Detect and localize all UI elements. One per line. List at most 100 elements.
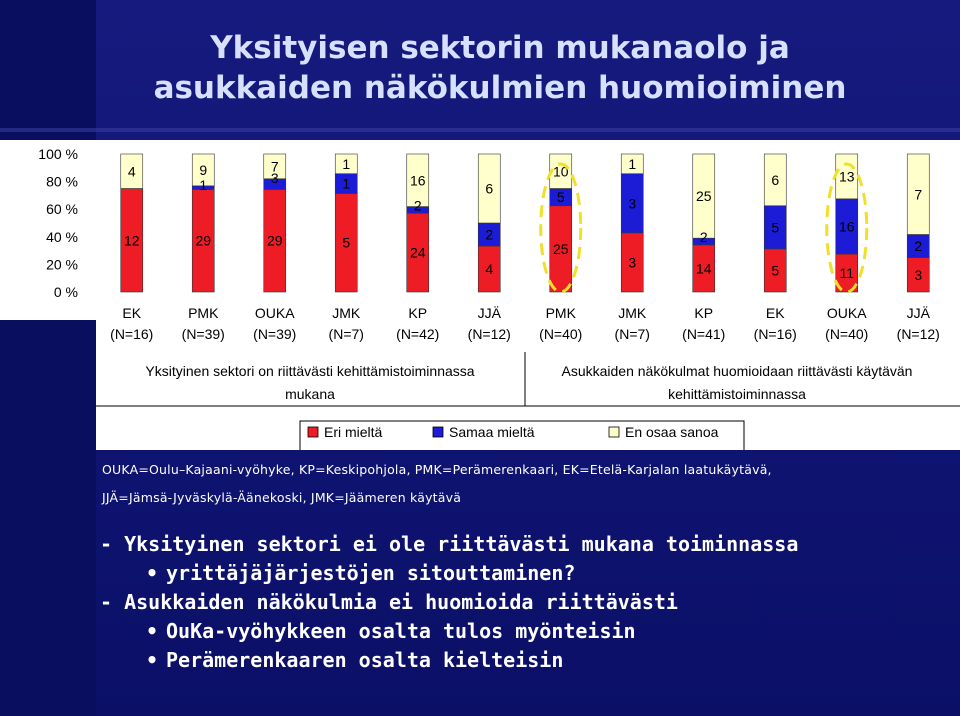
category-n-label: (N=40) [825,326,868,342]
bullet-2a: • OuKa-vyöhykkeen osalta tulos myönteisin [100,617,798,646]
data-label: 7 [271,158,279,174]
y-tick-label: 20 % [46,256,78,272]
category-label: KP [694,305,713,321]
y-tick-label: 0 % [54,284,78,300]
category-label: EK [766,305,785,321]
category-label: JJÄ [478,305,502,321]
group-label-2: Asukkaiden näkökulmat huomioidaan riittä… [562,363,913,379]
bar-segment [120,153,144,189]
category-n-label: (N=7) [615,326,650,342]
bar-segment [263,153,287,180]
y-tick-label: 100 % [38,146,78,162]
legend-swatch [307,426,319,438]
data-label: 1 [342,156,350,172]
data-label: 5 [771,262,779,278]
legend-swatch [432,426,444,438]
data-label: 2 [700,229,708,245]
category-n-label: (N=7) [329,326,364,342]
category-label: KP [408,305,427,321]
group-label-1: Yksityinen sektori on riittävästi kehitt… [145,363,474,379]
category-label: OUKA [827,305,867,321]
legend-swatch [608,426,620,438]
data-label: 2 [414,198,422,214]
category-n-label: (N=40) [539,326,582,342]
bar-segment [549,153,573,189]
legend-box [299,420,745,450]
bar-segment [406,153,430,207]
data-label: 1 [342,176,350,192]
legend-label: Eri mieltä [324,424,383,440]
bar-segment [763,153,787,207]
data-label: 3 [271,170,279,186]
category-n-label: (N=42) [396,326,439,342]
data-label: 10 [553,163,569,179]
data-label: 16 [839,218,855,234]
data-label: 24 [410,245,426,261]
data-label: 3 [628,195,636,211]
category-n-label: (N=12) [468,326,511,342]
data-label: 16 [410,172,426,188]
bullet-1a-text: yrittäjäjärjestöjen sitouttaminen? [166,561,576,585]
data-label: 4 [485,261,493,277]
bar-segment [191,153,215,187]
bar-segment [906,153,930,235]
category-label: JMK [332,305,361,321]
data-label: 1 [628,156,636,172]
bullet-2: - Asukkaiden näkökulmia ei huomioida rii… [100,590,678,614]
legend-label: Samaa mieltä [449,424,535,440]
data-label: 9 [199,162,207,178]
chart-panel [96,140,960,450]
bullet-list: - Yksityinen sektori ei ole riittävästi … [100,530,798,675]
data-label: 25 [553,241,569,257]
category-label: PMK [188,305,219,321]
bar-segment [477,153,501,224]
data-label: 2 [485,227,493,243]
group-label-1: mukana [285,386,335,402]
data-label: 2 [914,238,922,254]
data-label: 6 [485,181,493,197]
data-label: 12 [124,232,140,248]
category-label: OUKA [255,305,295,321]
category-n-label: (N=39) [182,326,225,342]
category-n-label: (N=16) [754,326,797,342]
title-line-1: Yksityisen sektorin mukanaolo ja [210,30,790,66]
bullet-1a: • yrittäjäjärjestöjen sitouttaminen? [100,559,798,588]
category-n-label: (N=16) [110,326,153,342]
data-label: 14 [696,260,712,276]
category-label: JJÄ [907,305,931,321]
data-label: 13 [839,168,855,184]
bullet-2a-text: OuKa-vyöhykkeen osalta tulos myönteisin [166,619,636,643]
group-label-2: kehittämistoiminnassa [668,386,806,402]
legend-label: En osaa sanoa [625,424,719,440]
data-label: 29 [195,233,211,249]
slide-title: Yksityisen sektorin mukanaolo ja asukkai… [110,28,890,108]
abbreviation-line-1: OUKA=Oulu–Kajaani-vyöhyke, KP=Keskipohjo… [102,462,772,477]
data-label: 1 [199,177,207,193]
category-label: PMK [546,305,577,321]
bar-segment [620,153,644,175]
data-label: 5 [771,219,779,235]
data-label: 3 [914,267,922,283]
y-tick-label: 40 % [46,229,78,245]
title-line-2: asukkaiden näkökulmien huomioiminen [153,70,847,106]
y-tick-label: 80 % [46,174,78,190]
bar-segment [334,153,358,175]
stacked-bar-chart: 100 %80 %60 %40 %20 %0 %124EK(N=16)2919P… [38,146,960,450]
data-label: 25 [696,188,712,204]
category-label: JMK [618,305,647,321]
bullet-dot: • [146,619,159,643]
decorative-line [0,128,960,132]
data-label: 5 [342,235,350,251]
bar-segment [692,153,716,239]
data-label: 3 [628,254,636,270]
data-label: 5 [557,189,565,205]
bullet-2b: • Perämerenkaaren osalta kielteisin [100,646,798,675]
category-n-label: (N=12) [897,326,940,342]
category-n-label: (N=41) [682,326,725,342]
data-label: 29 [267,233,283,249]
left-strip [0,0,96,716]
y-tick-label: 60 % [46,201,78,217]
category-n-label: (N=39) [253,326,296,342]
bullet-dot: • [146,561,159,585]
highlight-ellipse [825,162,869,294]
